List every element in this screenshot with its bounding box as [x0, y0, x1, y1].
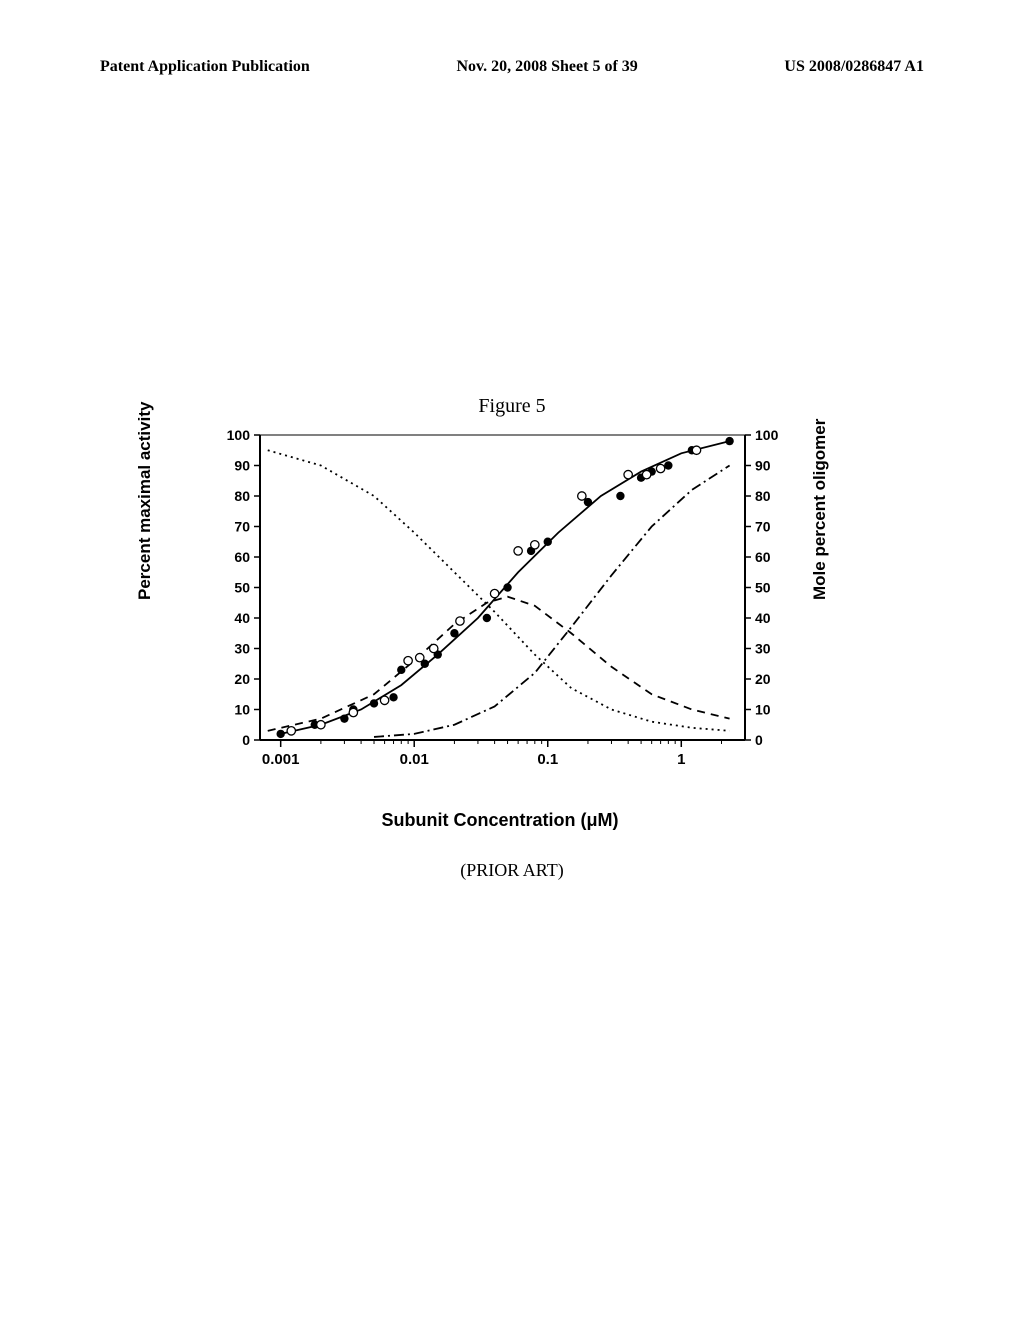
svg-text:20: 20: [755, 671, 771, 687]
svg-text:40: 40: [755, 610, 771, 626]
svg-text:50: 50: [755, 580, 771, 596]
header-right: US 2008/0286847 A1: [784, 58, 924, 76]
svg-text:10: 10: [234, 702, 250, 718]
svg-text:90: 90: [234, 458, 250, 474]
svg-text:70: 70: [755, 519, 771, 535]
svg-text:80: 80: [755, 488, 771, 504]
chart-area: 0010102020303040405050606070708080909010…: [190, 420, 810, 800]
y-axis-label-right: Mole percent oligomer: [810, 419, 830, 600]
svg-text:0.001: 0.001: [262, 751, 300, 768]
svg-text:60: 60: [755, 549, 771, 565]
svg-text:80: 80: [234, 488, 250, 504]
chart-svg: 0010102020303040405050606070708080909010…: [190, 420, 810, 800]
svg-text:100: 100: [227, 427, 251, 443]
header-left: Patent Application Publication: [100, 58, 310, 76]
x-axis-label: Subunit Concentration (μM): [190, 810, 810, 831]
svg-text:70: 70: [234, 519, 250, 535]
svg-text:100: 100: [755, 427, 779, 443]
svg-text:40: 40: [234, 610, 250, 626]
y-axis-label-left: Percent maximal activity: [135, 402, 155, 600]
svg-text:0: 0: [755, 732, 763, 748]
patent-header: Patent Application Publication Nov. 20, …: [0, 58, 1024, 76]
svg-text:50: 50: [234, 580, 250, 596]
svg-text:0: 0: [242, 732, 250, 748]
svg-text:0.1: 0.1: [537, 751, 558, 768]
svg-text:30: 30: [234, 641, 250, 657]
svg-text:90: 90: [755, 458, 771, 474]
prior-art-label: (PRIOR ART): [0, 860, 1024, 881]
svg-text:20: 20: [234, 671, 250, 687]
svg-text:30: 30: [755, 641, 771, 657]
svg-text:1: 1: [677, 751, 685, 768]
svg-text:10: 10: [755, 702, 771, 718]
header-center: Nov. 20, 2008 Sheet 5 of 39: [456, 58, 637, 76]
svg-text:0.01: 0.01: [400, 751, 429, 768]
svg-text:60: 60: [234, 549, 250, 565]
